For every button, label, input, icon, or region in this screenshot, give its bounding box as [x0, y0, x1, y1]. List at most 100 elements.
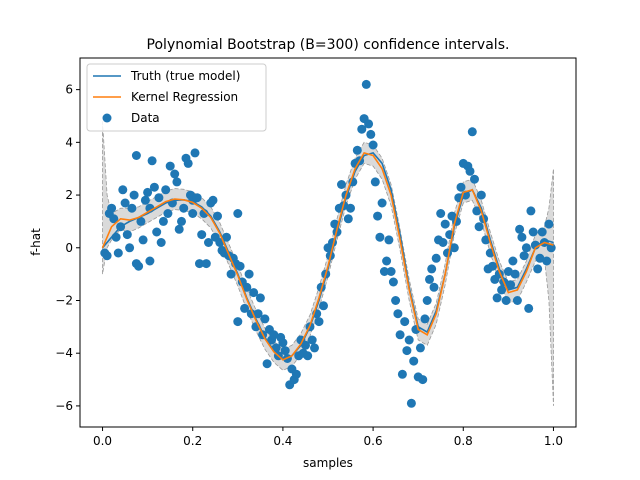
data-point	[488, 261, 498, 271]
data-point	[190, 148, 200, 158]
data-point	[506, 280, 516, 290]
data-point	[122, 230, 132, 240]
data-point	[415, 343, 425, 353]
y-tick-label: −6	[55, 399, 73, 413]
data-point	[113, 248, 123, 258]
data-point	[375, 232, 385, 242]
data-point	[368, 140, 378, 150]
data-point	[395, 330, 405, 340]
data-point	[364, 119, 374, 129]
data-point	[244, 269, 254, 279]
data-point	[515, 224, 525, 234]
data-point	[129, 190, 139, 200]
data-point	[361, 79, 371, 89]
data-point	[226, 269, 236, 279]
data-point	[260, 314, 270, 324]
data-point	[233, 209, 243, 218]
data-point	[409, 356, 419, 366]
data-point	[307, 335, 317, 345]
data-point	[235, 261, 245, 271]
data-point	[118, 185, 128, 195]
data-point	[472, 206, 482, 216]
data-point	[535, 253, 545, 263]
data-point	[343, 214, 353, 224]
data-point	[222, 232, 231, 242]
y-axis-label: f-hat	[29, 228, 43, 256]
data-point	[278, 338, 288, 348]
data-point	[255, 293, 265, 303]
data-point	[197, 230, 207, 240]
data-point	[314, 317, 324, 327]
data-point	[310, 343, 319, 353]
data-point	[406, 398, 416, 408]
data-point	[201, 259, 211, 269]
data-point	[537, 227, 547, 237]
data-point	[393, 309, 403, 319]
data-point	[213, 211, 222, 221]
data-point	[188, 209, 198, 218]
data-point	[528, 227, 538, 237]
data-point	[357, 124, 367, 134]
data-point	[519, 251, 529, 261]
data-point	[131, 151, 141, 160]
plot-area	[100, 79, 556, 408]
data-point	[431, 253, 441, 263]
data-point	[319, 301, 328, 311]
data-point	[147, 156, 157, 166]
data-point	[158, 216, 168, 226]
data-point	[425, 274, 434, 284]
data-point	[111, 232, 121, 242]
y-tick-label: −2	[55, 293, 73, 307]
data-point	[143, 187, 153, 197]
legend-label: Kernel Regression	[131, 90, 238, 104]
data-point	[179, 203, 189, 213]
x-tick-label: 0.6	[364, 434, 383, 448]
data-point	[177, 216, 186, 226]
data-point	[521, 243, 531, 253]
x-tick-label: 0.8	[454, 434, 473, 448]
data-point	[427, 264, 437, 274]
data-point	[456, 182, 466, 192]
data-point	[134, 261, 144, 271]
data-point	[269, 330, 279, 340]
plot-layer	[100, 79, 556, 408]
data-point	[391, 296, 401, 305]
legend-box	[86, 63, 267, 132]
y-tick-label: 6	[65, 83, 73, 97]
data-point	[172, 177, 182, 187]
axes-frame	[79, 57, 577, 428]
y-axis: −6 −4 −2 0 2 4 6	[55, 83, 80, 413]
data-point	[352, 145, 362, 155]
data-point	[508, 256, 518, 266]
data-point	[280, 346, 290, 356]
data-point	[373, 211, 383, 221]
data-point	[233, 317, 243, 327]
data-point	[337, 180, 346, 189]
data-point	[404, 335, 414, 345]
data-point	[240, 303, 250, 313]
data-point	[154, 193, 164, 203]
data-point	[510, 269, 520, 279]
data-point	[102, 251, 112, 261]
data-point	[501, 296, 511, 305]
data-point	[161, 185, 171, 195]
data-point	[492, 293, 502, 303]
data-point	[382, 256, 392, 266]
legend-label: Data	[131, 111, 160, 125]
kernel-regression-line	[101, 151, 554, 361]
legend-label: Truth (true model)	[130, 69, 240, 83]
data-point	[449, 243, 459, 253]
data-point	[136, 216, 146, 226]
data-point	[165, 161, 175, 171]
x-tick-label: 0.4	[273, 434, 292, 448]
data-point	[152, 227, 162, 237]
data-point	[526, 206, 536, 216]
data-point	[465, 166, 475, 176]
data-point	[301, 340, 310, 350]
data-point	[400, 317, 410, 327]
x-axis-label: samples	[303, 456, 353, 470]
data-point	[474, 222, 484, 232]
x-axis: 0.0 0.2 0.4 0.6 0.8 1.0	[93, 427, 563, 448]
data-point	[546, 243, 556, 253]
